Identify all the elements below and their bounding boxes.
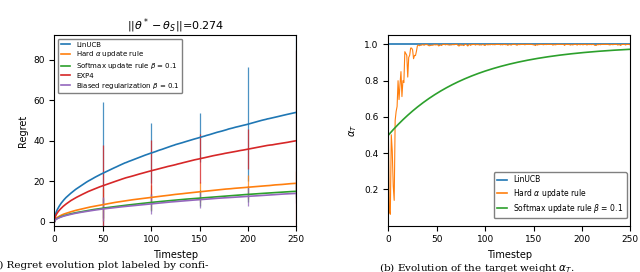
X-axis label: Timestep: Timestep [487, 250, 532, 260]
Title: $||\theta^* - \theta_S||$=0.274: $||\theta^* - \theta_S||$=0.274 [127, 17, 224, 35]
X-axis label: Timestep: Timestep [153, 250, 198, 260]
Text: (b) Evolution of the target weight $\alpha_T$.: (b) Evolution of the target weight $\alp… [379, 261, 575, 272]
Y-axis label: $\alpha_T$: $\alpha_T$ [347, 124, 359, 137]
Y-axis label: Regret: Regret [18, 115, 28, 147]
Legend: LinUCB, Hard $\alpha$ update rule, Softmax update rule $\beta$ = 0.1, EXP4, Bias: LinUCB, Hard $\alpha$ update rule, Softm… [58, 39, 182, 93]
Text: (a) Regret evolution plot labeled by confi-
dence set bound.: (a) Regret evolution plot labeled by con… [0, 261, 209, 272]
Legend: LinUCB, Hard $\alpha$ update rule, Softmax update rule $\beta$ = 0.1: LinUCB, Hard $\alpha$ update rule, Softm… [493, 172, 627, 218]
